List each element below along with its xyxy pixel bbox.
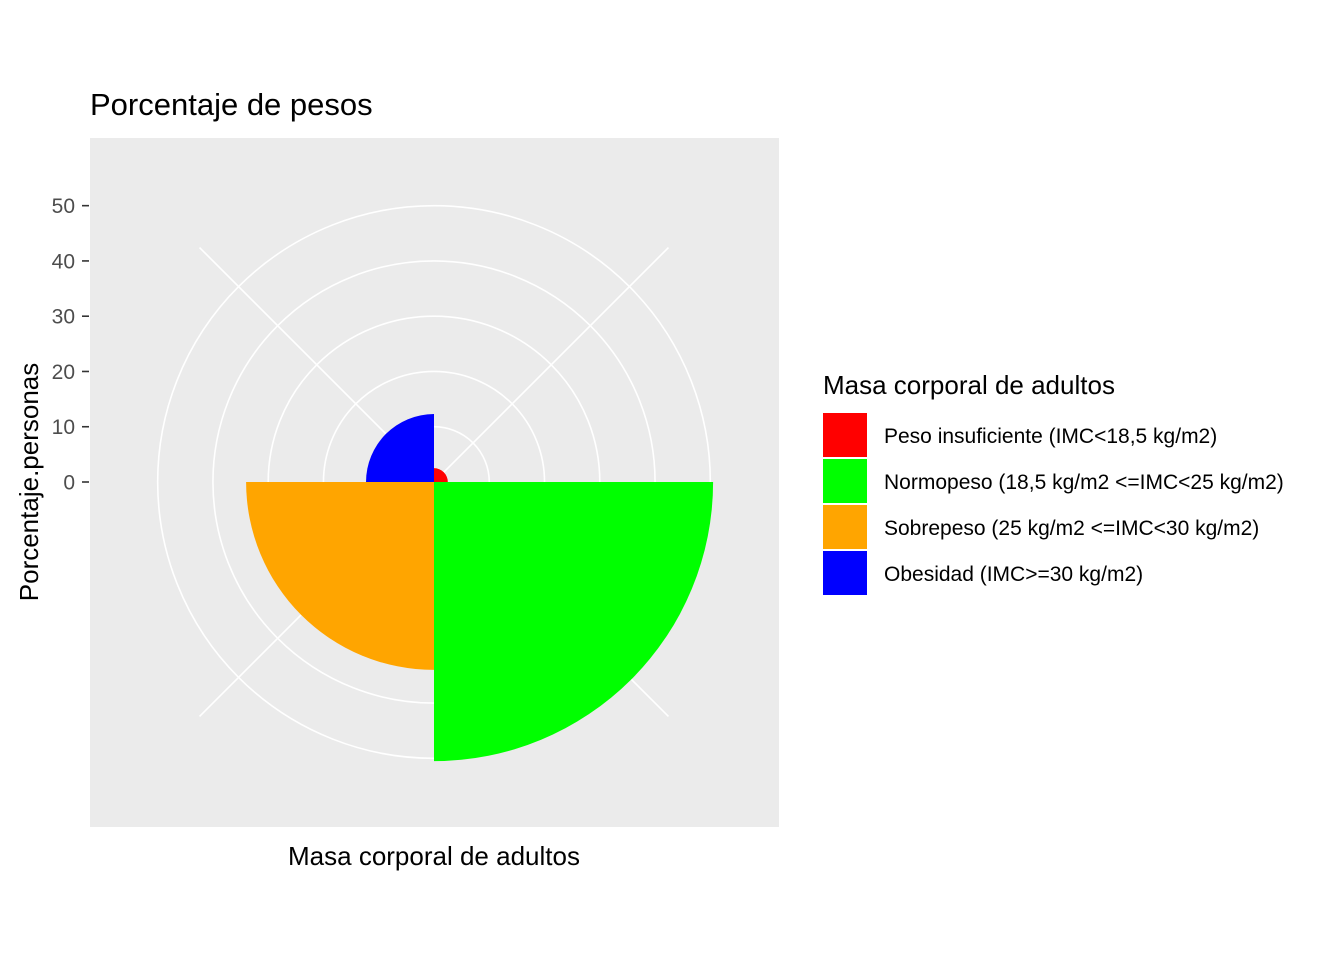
legend-label: Sobrepeso (25 kg/m2 <=IMC<30 kg/m2)	[884, 517, 1259, 540]
y-tick-label: 0	[63, 472, 75, 495]
y-tick-label: 20	[52, 361, 75, 384]
polar-bars	[246, 414, 714, 762]
legend-key	[823, 413, 867, 457]
y-tick-label: 30	[52, 306, 75, 329]
legend: Masa corporal de adultos Peso insuficien…	[823, 370, 1284, 595]
bar-sector	[434, 482, 714, 762]
y-axis: 0 10 20 30 40 50	[52, 195, 89, 495]
legend-key	[823, 505, 867, 549]
legend-key	[823, 551, 867, 595]
x-axis-label: Masa corporal de adultos	[288, 841, 580, 871]
bar-sector	[246, 482, 434, 670]
legend-label: Normopeso (18,5 kg/m2 <=IMC<25 kg/m2)	[884, 471, 1284, 494]
chart-title: Porcentaje de pesos	[90, 87, 373, 122]
y-tick-label: 50	[52, 195, 75, 218]
bar-sector	[434, 468, 448, 482]
legend-title: Masa corporal de adultos	[823, 370, 1115, 400]
legend-key	[823, 459, 867, 503]
legend-label: Peso insuficiente (IMC<18,5 kg/m2)	[884, 425, 1217, 448]
grid-spoke	[433, 246, 670, 483]
y-axis-label: Porcentaje.personas	[14, 363, 44, 601]
bar-sector	[366, 414, 434, 482]
y-tick-label: 10	[52, 416, 75, 439]
legend-label: Obesidad (IMC>=30 kg/m2)	[884, 563, 1143, 586]
y-tick-label: 40	[52, 250, 75, 273]
